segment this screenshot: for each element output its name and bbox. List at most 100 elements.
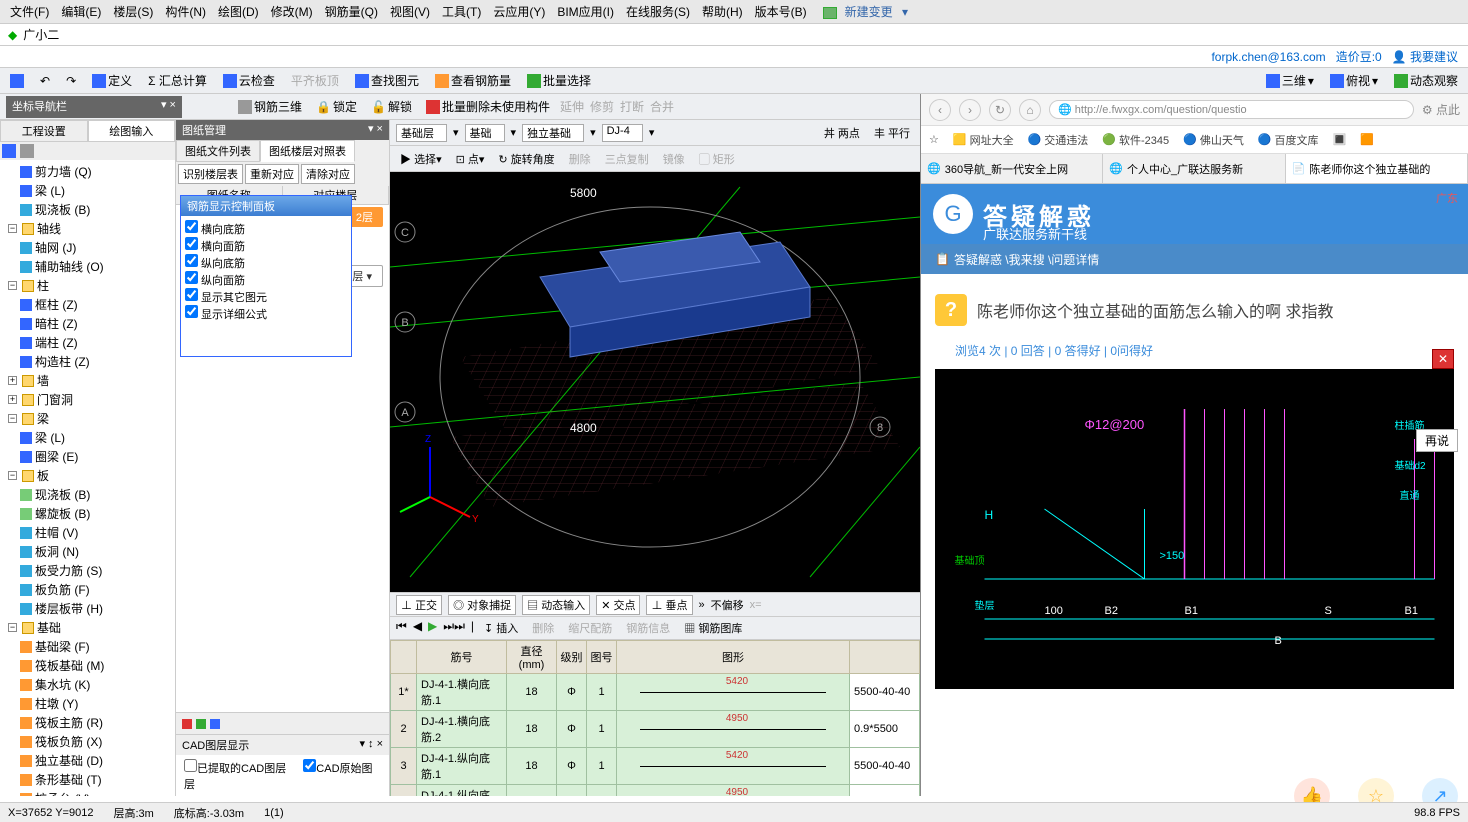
save-icon[interactable] bbox=[6, 72, 28, 90]
tree-body[interactable]: 剪力墙 (Q)梁 (L)现浇板 (B)−轴线轴网 (J)辅助轴线 (O)−柱框柱… bbox=[0, 160, 175, 796]
type-select[interactable]: 独立基础 bbox=[522, 124, 584, 142]
menu-cloud[interactable]: 云应用(Y) bbox=[487, 1, 551, 22]
bm-3[interactable]: 🟢 软件-2345 bbox=[1102, 132, 1169, 148]
tree-node[interactable]: −基础 bbox=[4, 618, 171, 637]
new-change-button[interactable]: 新建变更 ▾ bbox=[817, 1, 914, 22]
tree-node[interactable]: 柱墩 (Y) bbox=[4, 694, 171, 713]
insert-button[interactable]: ↧ 插入 bbox=[480, 619, 522, 637]
tree-node[interactable]: 筏板基础 (M) bbox=[4, 656, 171, 675]
tree-node[interactable]: +墙 bbox=[4, 371, 171, 390]
breadcrumb[interactable]: 📋 答疑解惑 \我来搜 \问题详情 bbox=[921, 244, 1468, 274]
tree-node[interactable]: −梁 bbox=[4, 409, 171, 428]
cat-select[interactable]: 基础 bbox=[465, 124, 505, 142]
rebar-row[interactable]: 2DJ-4-1.横向底筋.218Φ149500.9*5500 bbox=[391, 711, 920, 748]
rotate-tool[interactable]: ↻ 旋转角度 bbox=[494, 150, 558, 168]
tree-node[interactable]: 桩承台 (V) bbox=[4, 789, 171, 796]
cloud-check-button[interactable]: 云检查 bbox=[219, 70, 279, 91]
menu-help[interactable]: 帮助(H) bbox=[696, 1, 749, 22]
offset-select[interactable]: 不偏移 bbox=[711, 597, 744, 613]
menu-file[interactable]: 文件(F) bbox=[4, 1, 55, 22]
tree-node[interactable]: −轴线 bbox=[4, 219, 171, 238]
tree-node[interactable]: 轴网 (J) bbox=[4, 238, 171, 257]
tab-floor-map[interactable]: 图纸楼层对照表 bbox=[260, 140, 355, 162]
menu-version[interactable]: 版本号(B) bbox=[749, 1, 813, 22]
batch-select-button[interactable]: 批量选择 bbox=[523, 70, 595, 91]
dyn-input-button[interactable]: ▤ 动态输入 bbox=[522, 595, 590, 615]
tree-node[interactable]: 条形基础 (T) bbox=[4, 770, 171, 789]
ortho-button[interactable]: ⊥ 正交 bbox=[396, 595, 442, 615]
tree-node[interactable]: +门窗洞 bbox=[4, 390, 171, 409]
suggest-button[interactable]: 👤 我要建议 bbox=[1392, 48, 1458, 65]
tree-node[interactable]: 现浇板 (B) bbox=[4, 485, 171, 504]
again-button[interactable]: 再说 bbox=[1416, 429, 1458, 452]
unlock-button[interactable]: 🔓解锁 bbox=[367, 96, 416, 117]
bm-4[interactable]: 🔵 佛山天气 bbox=[1183, 132, 1244, 148]
tree-node[interactable]: 独立基础 (D) bbox=[4, 751, 171, 770]
url-bar[interactable]: 🌐 http://e.fwxgx.com/question/questio bbox=[1049, 100, 1414, 119]
two-point-button[interactable]: 丼 两点 bbox=[820, 124, 864, 142]
perp-button[interactable]: ⊥ 垂点 bbox=[646, 595, 692, 615]
cad-drawing[interactable]: ✕ 再说 Φ12@200 bbox=[935, 369, 1454, 689]
tree-node[interactable]: 梁 (L) bbox=[4, 181, 171, 200]
parallel-button[interactable]: 丰 平行 bbox=[870, 124, 914, 142]
forward-button[interactable]: › bbox=[959, 99, 981, 121]
home-button[interactable]: ⌂ bbox=[1019, 99, 1041, 121]
floor-select[interactable]: 基础层 bbox=[396, 124, 447, 142]
tree-node[interactable]: 端柱 (Z) bbox=[4, 333, 171, 352]
rebar-row[interactable]: 4DJ-4-1.纵向底筋.218Φ149500.9*5500 bbox=[391, 785, 920, 797]
menu-online[interactable]: 在线服务(S) bbox=[620, 1, 696, 22]
tree-node[interactable]: 基础梁 (F) bbox=[4, 637, 171, 656]
menu-view[interactable]: 视图(V) bbox=[384, 1, 436, 22]
sum-button[interactable]: Σ 汇总计算 bbox=[144, 70, 211, 91]
close-button[interactable]: ✕ bbox=[1432, 349, 1454, 369]
tree-node[interactable]: 构造柱 (Z) bbox=[4, 352, 171, 371]
rebar-display-panel[interactable]: 钢筋显示控制面板 横向底筋横向面筋纵向底筋纵向面筋显示其它图元显示详细公式 bbox=[180, 195, 352, 357]
align-button[interactable]: 平齐板顶 bbox=[287, 70, 343, 91]
tab-3[interactable]: 📄 陈老师你这个独立基础的 bbox=[1286, 154, 1468, 183]
3d-button[interactable]: 三维▾ bbox=[1262, 70, 1318, 91]
menu-floor[interactable]: 楼层(S) bbox=[107, 1, 159, 22]
member-select[interactable]: DJ-4 bbox=[602, 124, 643, 142]
osnap-button[interactable]: ◎ 对象捕捉 bbox=[448, 595, 516, 615]
menu-modify[interactable]: 修改(M) bbox=[265, 1, 319, 22]
clear-map-button[interactable]: 清除对应 bbox=[301, 164, 355, 184]
tab-file-list[interactable]: 图纸文件列表 bbox=[176, 140, 260, 162]
3d-viewport[interactable]: C B A 8 Z Y 4800 5800 bbox=[390, 172, 920, 592]
tree-node[interactable]: −板 bbox=[4, 466, 171, 485]
identify-floor-button[interactable]: 识别楼层表 bbox=[178, 164, 243, 184]
bm-2[interactable]: 🔵 交通违法 bbox=[1028, 132, 1089, 148]
redo-icon[interactable]: ↷ bbox=[62, 72, 80, 90]
original-layer-check[interactable] bbox=[303, 759, 316, 772]
tree-node[interactable]: 筏板主筋 (R) bbox=[4, 713, 171, 732]
tab-1[interactable]: 🌐 360导航_新一代安全上网 bbox=[921, 154, 1103, 183]
tree-node[interactable]: −柱 bbox=[4, 276, 171, 295]
tree-node[interactable]: 集水坑 (K) bbox=[4, 675, 171, 694]
rebar-3d-button[interactable]: 钢筋三维 bbox=[234, 96, 306, 117]
menu-member[interactable]: 构件(N) bbox=[159, 1, 212, 22]
bm-1[interactable]: 🟨 网址大全 bbox=[953, 132, 1014, 148]
check-rebar-button[interactable]: 查看钢筋量 bbox=[431, 70, 515, 91]
user-email[interactable]: forpk.chen@163.com bbox=[1211, 50, 1325, 64]
rebar-row[interactable]: 3DJ-4-1.纵向底筋.118Φ154205500-40-40 bbox=[391, 748, 920, 785]
select-tool[interactable]: ▶ 选择▾ bbox=[396, 150, 446, 168]
rebar-table[interactable]: 筋号 直径(mm)级别 图号图形 1*DJ-4-1.横向底筋.118Φ15420… bbox=[390, 640, 920, 796]
tree-node[interactable]: 板洞 (N) bbox=[4, 542, 171, 561]
menu-tools[interactable]: 工具(T) bbox=[436, 1, 487, 22]
tree-node[interactable]: 楼层板带 (H) bbox=[4, 599, 171, 618]
fav-button[interactable]: ⚙ 点此 bbox=[1422, 101, 1460, 118]
tab-project[interactable]: 工程设置 bbox=[0, 120, 88, 142]
tab-draw-input[interactable]: 绘图输入 bbox=[88, 120, 176, 142]
tree-node[interactable]: 圈梁 (E) bbox=[4, 447, 171, 466]
tree-node[interactable]: 板负筋 (F) bbox=[4, 580, 171, 599]
rebar-row[interactable]: 1*DJ-4-1.横向底筋.118Φ154205500-40-40 bbox=[391, 674, 920, 711]
intersect-button[interactable]: ✕ 交点 bbox=[596, 595, 640, 615]
back-button[interactable]: ‹ bbox=[929, 99, 951, 121]
dynamic-view-button[interactable]: 动态观察 bbox=[1390, 70, 1462, 91]
tree-node[interactable]: 框柱 (Z) bbox=[4, 295, 171, 314]
point-tool[interactable]: ⊡ 点▾ bbox=[452, 150, 489, 168]
batch-delete-button[interactable]: 批量删除未使用构件 bbox=[422, 96, 554, 117]
lock-button[interactable]: 🔒锁定 bbox=[312, 96, 361, 117]
menu-draw[interactable]: 绘图(D) bbox=[212, 1, 265, 22]
tree-node[interactable]: 螺旋板 (B) bbox=[4, 504, 171, 523]
remap-button[interactable]: 重新对应 bbox=[245, 164, 299, 184]
